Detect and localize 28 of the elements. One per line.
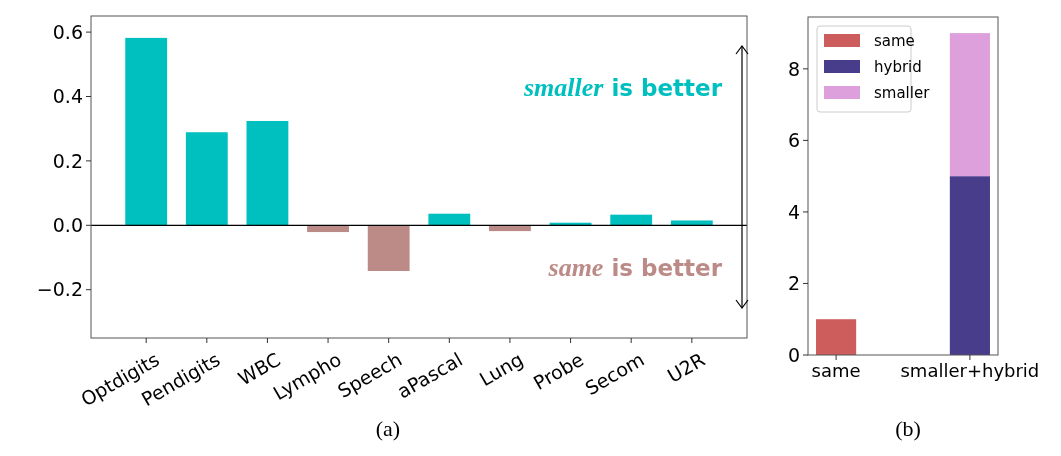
bar <box>428 213 471 226</box>
bar <box>610 214 653 226</box>
bar <box>670 220 713 226</box>
annotation: same is better <box>547 253 723 282</box>
y-tick-label: 2 <box>787 272 800 295</box>
bar <box>125 37 168 226</box>
y-tick-label: 0.2 <box>52 149 83 172</box>
legend-label: smaller <box>874 83 931 102</box>
y-tick-label: −0.2 <box>36 278 83 301</box>
bar <box>367 225 410 272</box>
y-tick-label: 6 <box>787 129 800 152</box>
x-tick-label: U2R <box>663 347 709 387</box>
text: (a) <box>375 416 401 441</box>
y-tick-label: 0.4 <box>52 85 83 108</box>
x-tick-label: Lung <box>475 347 527 391</box>
y-tick-label: 8 <box>787 57 800 80</box>
text: (b) <box>895 416 921 441</box>
y-tick-label: 0 <box>787 343 800 366</box>
y-tick-label: 0.0 <box>52 213 83 236</box>
annotation: smaller is better <box>522 73 723 102</box>
y-tick-label: 4 <box>787 200 800 223</box>
bar <box>246 120 289 226</box>
x-tick-label: smaller+hybrid <box>900 360 1040 382</box>
legend-label: same <box>874 31 915 50</box>
bar <box>185 132 228 226</box>
y-tick-label: 0.6 <box>52 20 83 43</box>
x-tick-label: same <box>811 360 861 382</box>
legend-label: hybrid <box>874 57 922 76</box>
